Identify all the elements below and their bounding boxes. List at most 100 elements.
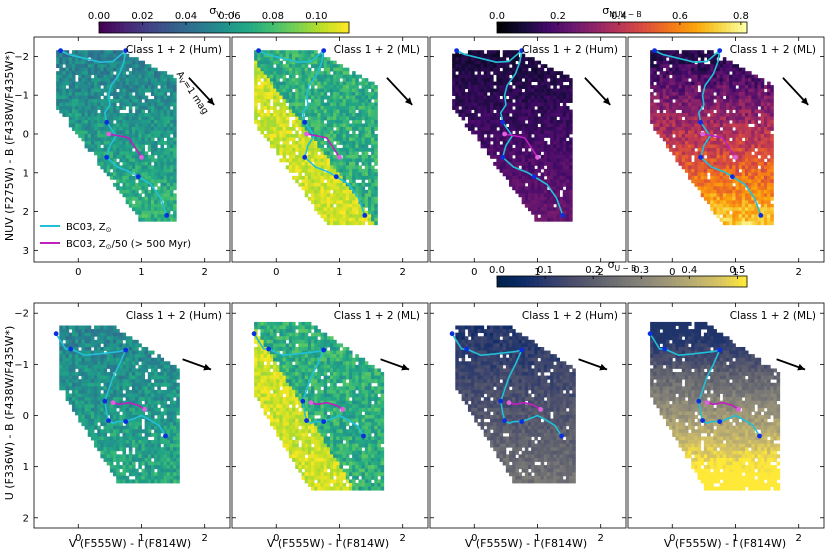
heatmap-cell: [531, 78, 535, 83]
heatmap-cell: [528, 120, 532, 124]
heatmap-cell: [154, 151, 158, 156]
heatmap-cell: [307, 175, 312, 180]
heatmap-cell: [169, 78, 174, 83]
heatmap-cell: [323, 140, 328, 145]
heatmap-cell: [716, 200, 721, 205]
heatmap-cell: [311, 154, 315, 159]
heatmap-cell: [732, 106, 736, 110]
heatmap-cell: [279, 102, 283, 107]
heatmap-cell: [537, 196, 542, 201]
heatmap-cell: [288, 78, 293, 83]
heatmap-cell: [116, 71, 120, 76]
heatmap-cell: [543, 210, 548, 215]
heatmap-cell: [128, 133, 133, 138]
heatmap-cell: [735, 116, 740, 121]
heatmap-cell: [352, 109, 356, 114]
heatmap-cell: [650, 109, 654, 114]
heatmap-cell: [483, 113, 488, 117]
heatmap-cell: [691, 102, 695, 107]
heatmap-cell: [562, 95, 567, 100]
heatmap-cell: [68, 99, 73, 103]
heatmap-cell: [691, 120, 695, 124]
heatmap-cell: [147, 161, 152, 166]
heatmap-cell: [345, 106, 350, 110]
heatmap-cell: [144, 165, 149, 170]
heatmap-cell: [260, 53, 265, 58]
heatmap-cell: [336, 165, 340, 170]
heatmap-cell: [684, 50, 689, 55]
heatmap-cell: [700, 182, 705, 187]
heatmap-cell: [100, 57, 104, 62]
heatmap-cell: [342, 175, 347, 180]
heatmap-cell: [355, 106, 359, 110]
heatmap-cell: [569, 140, 573, 145]
heatmap-cell: [691, 99, 695, 103]
heatmap-cell: [144, 189, 149, 194]
heatmap-cell: [135, 78, 139, 83]
heatmap-cell: [169, 168, 174, 173]
heatmap-cell: [477, 102, 481, 107]
heatmap-cell: [125, 60, 130, 65]
heatmap-cell: [678, 71, 683, 76]
heatmap-cell: [569, 217, 573, 222]
heatmap-cell: [675, 106, 679, 110]
heatmap-cell: [307, 53, 312, 58]
heatmap-cell: [304, 85, 309, 89]
heatmap-cell: [700, 60, 705, 65]
heatmap-cell: [496, 106, 500, 110]
heatmap-cell: [56, 71, 60, 76]
heatmap-cell: [553, 207, 557, 212]
heatmap-cell: [103, 50, 108, 55]
heatmap-cell: [722, 60, 727, 65]
heatmap-cell: [135, 88, 139, 93]
heatmap-cell: [540, 186, 545, 191]
heatmap-cell: [339, 127, 344, 131]
heatmap-cell: [681, 50, 686, 55]
heatmap-cell: [565, 207, 570, 212]
heatmap-cell: [333, 120, 337, 124]
heatmap-cell: [565, 106, 570, 110]
heatmap-cell: [546, 106, 551, 110]
heatmap-cell: [263, 123, 268, 128]
heatmap-cell: [735, 168, 740, 173]
heatmap-cell: [703, 92, 708, 96]
heatmap-cell: [528, 182, 532, 187]
heatmap-cell: [543, 130, 548, 135]
heatmap-cell: [669, 57, 673, 62]
heatmap-cell: [298, 137, 302, 142]
heatmap-cell: [521, 109, 526, 114]
heatmap-cell: [524, 123, 529, 128]
heatmap-cell: [678, 81, 683, 86]
heatmap-cell: [59, 95, 63, 100]
heatmap-cell: [138, 95, 142, 100]
heatmap-cell: [688, 99, 692, 103]
heatmap-cell: [135, 182, 139, 187]
heatmap-cell: [543, 120, 548, 124]
heatmap-cell: [480, 144, 485, 149]
heatmap-cell: [254, 120, 258, 124]
heatmap-cell: [138, 133, 142, 138]
heatmap-cell: [330, 78, 334, 83]
heatmap-cell: [109, 113, 114, 117]
heatmap-cell: [726, 179, 730, 184]
heatmap-cell: [534, 64, 538, 69]
heatmap-cell: [62, 92, 67, 96]
heatmap-cell: [534, 130, 538, 135]
heatmap-cell: [361, 92, 366, 96]
heatmap-cell: [254, 106, 258, 110]
heatmap-cell: [94, 99, 98, 103]
heatmap-cell: [339, 203, 344, 208]
heatmap-cell: [147, 210, 152, 215]
heatmap-cell: [669, 85, 673, 89]
heatmap-cell: [738, 175, 743, 180]
heatmap-cell: [345, 85, 350, 89]
heatmap-cell: [90, 123, 95, 128]
heatmap-cell: [710, 67, 714, 72]
heatmap-cell: [741, 85, 746, 89]
heatmap-cell: [157, 130, 161, 135]
heatmap-cell: [710, 123, 714, 128]
heatmap-cell: [656, 78, 661, 83]
heatmap-cell: [505, 120, 510, 124]
heatmap-cell: [722, 158, 727, 163]
heatmap-cell: [546, 196, 551, 201]
